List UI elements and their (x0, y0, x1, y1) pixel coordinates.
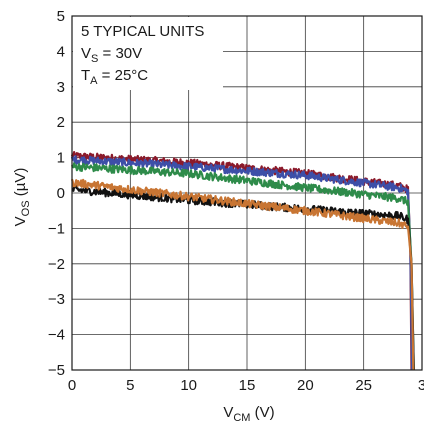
y-tick-label: −1 (48, 220, 65, 237)
y-tick-label: 0 (57, 185, 65, 202)
y-tick-label: −5 (48, 362, 65, 379)
x-tick-label: 0 (68, 377, 76, 394)
series-line-5 (72, 179, 413, 370)
x-tick-label: 3 (418, 377, 424, 394)
x-tick-label: 5 (126, 377, 134, 394)
x-axis-label: VCM (V) (223, 404, 274, 423)
y-tick-label: 4 (57, 43, 65, 60)
y-tick-label: −4 (48, 327, 65, 344)
annotation-line: 5 TYPICAL UNITS (81, 23, 204, 40)
y-tick-label: 3 (57, 79, 65, 96)
y-tick-label: 2 (57, 114, 65, 131)
y-tick-label: 1 (57, 150, 65, 167)
y-tick-labels: −5 −4 −3 −2 −1 0 1 2 3 4 5 (48, 8, 65, 379)
x-tick-label: 15 (239, 377, 256, 394)
y-tick-label: −3 (48, 291, 65, 308)
x-tick-label: 25 (355, 377, 372, 394)
x-tick-label: 20 (297, 377, 314, 394)
y-tick-label: −2 (48, 256, 65, 273)
y-tick-label: 5 (57, 8, 65, 25)
y-axis-label: VOS (µV) (12, 168, 32, 227)
series-lines (72, 152, 414, 370)
x-tick-label: 10 (180, 377, 197, 394)
x-tick-labels: 0 5 10 15 20 25 3 (68, 377, 424, 394)
